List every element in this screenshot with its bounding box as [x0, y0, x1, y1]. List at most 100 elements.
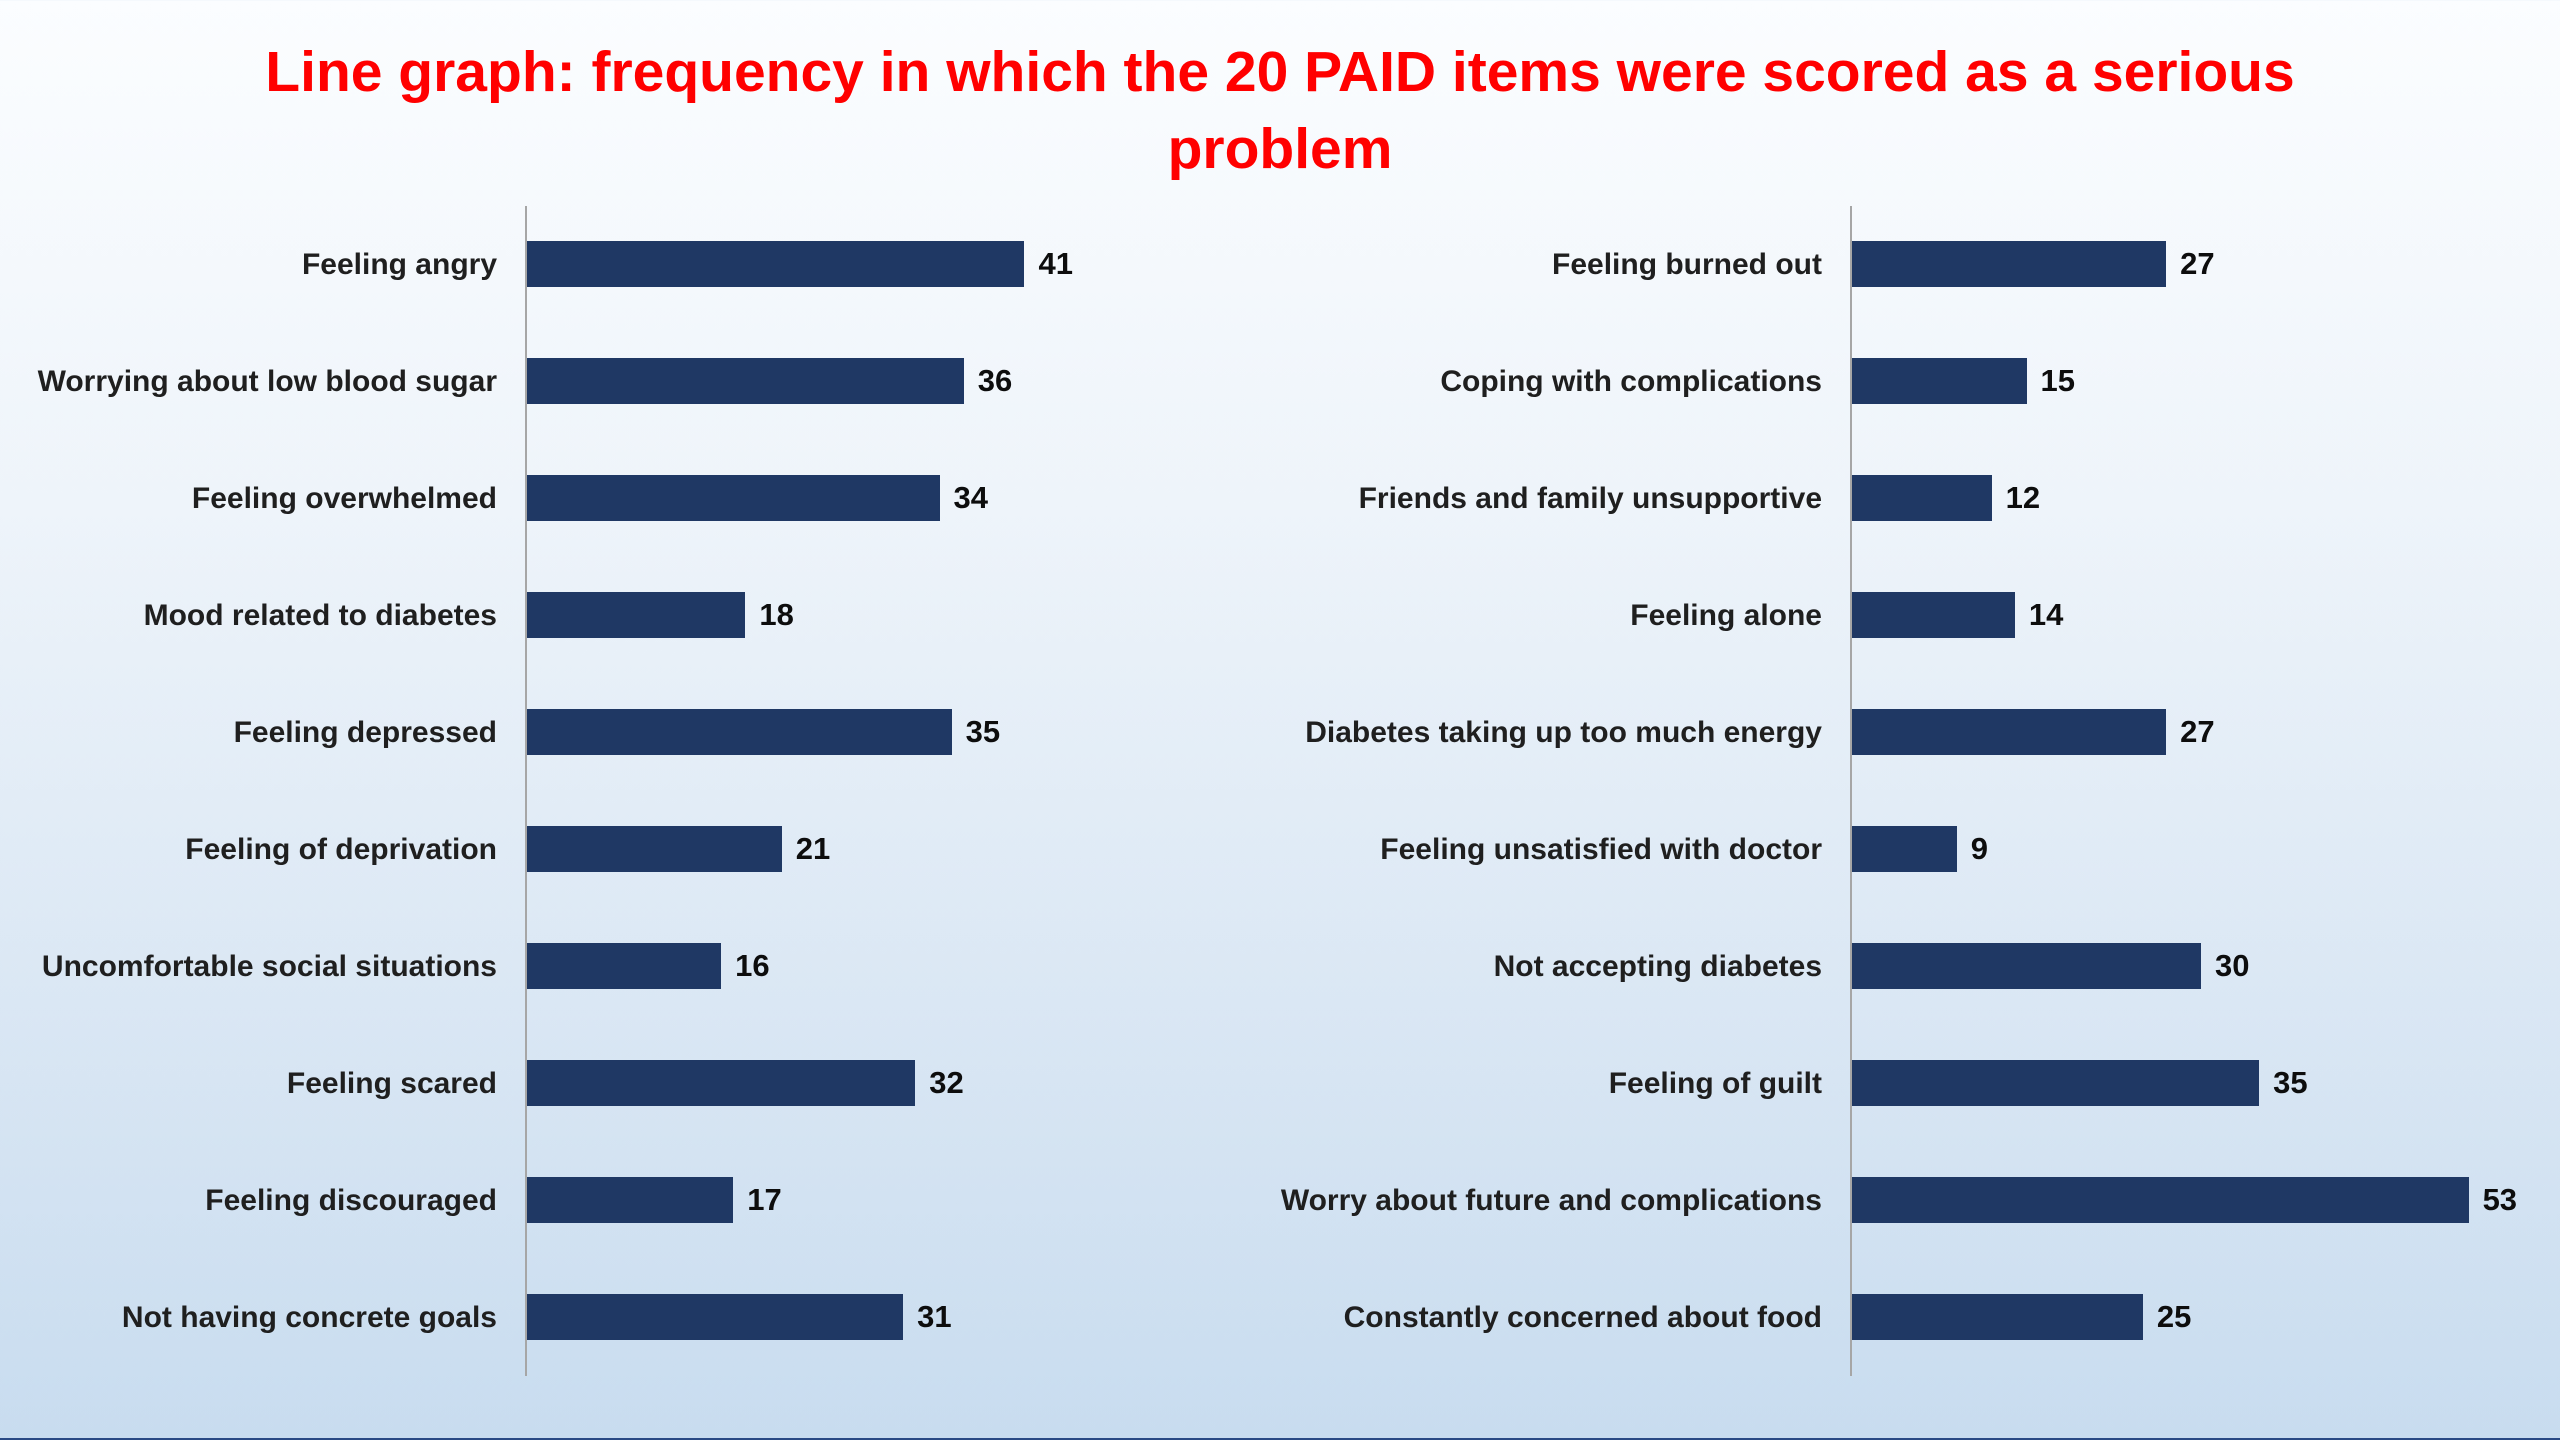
bar-track: 17 — [525, 1141, 1255, 1259]
category-label: Uncomfortable social situations — [41, 949, 497, 983]
chart-row: Feeling burned out 27 — [1270, 205, 2550, 323]
bar-track: 27 — [1850, 205, 2550, 323]
bar-track: 16 — [525, 907, 1255, 1025]
bar — [527, 475, 940, 522]
value-label: 16 — [735, 948, 770, 984]
category-label: Feeling unsatisfied with doctor — [1380, 832, 1822, 866]
chart-row: Feeling of guilt 35 — [1270, 1024, 2550, 1142]
chart-row: Not having concrete goals 31 — [20, 1258, 1255, 1376]
right-bar-chart: Feeling burned out 27 Coping with complica… — [1270, 205, 2550, 1376]
chart-row: Worrying about low blood sugar 36 — [20, 322, 1255, 440]
bar-track: 9 — [1850, 790, 2550, 908]
value-label: 31 — [917, 1299, 952, 1335]
chart-row: Friends and family unsupportive 12 — [1270, 439, 2550, 557]
chart-row: Uncomfortable social situations 16 — [20, 907, 1255, 1025]
bar — [527, 1060, 916, 1107]
value-label: 25 — [2156, 1299, 2192, 1335]
value-label: 14 — [2028, 597, 2064, 633]
chart-row: Feeling overwhelmed 34 — [20, 439, 1255, 557]
value-label: 15 — [2040, 363, 2075, 399]
category-label: Mood related to diabetes — [143, 598, 497, 632]
chart-row: Feeling depressed 35 — [20, 673, 1255, 791]
category-label: Feeling of deprivation — [185, 832, 497, 866]
chart-row: Constantly concerned about food 25 — [1270, 1258, 2550, 1376]
bar — [527, 358, 964, 405]
chart-row: Feeling of deprivation 21 — [20, 790, 1255, 908]
bar — [1852, 709, 2167, 756]
value-label: 35 — [965, 714, 1001, 750]
bar-track: 32 — [525, 1024, 1255, 1142]
category-label: Feeling scared — [286, 1066, 497, 1100]
bar-track: 14 — [1850, 556, 2550, 674]
value-label: 41 — [1038, 246, 1073, 282]
chart-row: Diabetes taking up too much energy 27 — [1270, 673, 2550, 791]
value-label: 27 — [2180, 714, 2215, 750]
bar-track: 21 — [525, 790, 1255, 908]
chart-row: Mood related to diabetes 18 — [20, 556, 1255, 674]
value-label: 34 — [953, 480, 989, 516]
value-label: 53 — [2482, 1182, 2518, 1218]
bar — [527, 943, 722, 990]
category-label: Diabetes taking up too much energy — [1305, 715, 1822, 749]
value-label: 12 — [2005, 480, 2041, 516]
footer-strip — [0, 1438, 2560, 1440]
chart-row: Feeling alone 14 — [1270, 556, 2550, 674]
charts-container: Feeling angry 41 Worrying about low blood … — [0, 205, 2560, 1376]
bar — [1852, 943, 2201, 990]
chart-row: Feeling angry 41 — [20, 205, 1255, 323]
bar — [1852, 358, 2027, 405]
bar — [1852, 1294, 2143, 1341]
category-label: Feeling angry — [301, 247, 497, 281]
value-label: 17 — [747, 1182, 782, 1218]
bar-track: 41 — [525, 205, 1255, 323]
category-label: Not having concrete goals — [121, 1300, 497, 1334]
category-label: Friends and family unsupportive — [1358, 481, 1822, 515]
bar — [527, 592, 746, 639]
chart-row: Coping with complications 15 — [1270, 322, 2550, 440]
bar — [1852, 592, 2015, 639]
bar-track: 30 — [1850, 907, 2550, 1025]
bar-track: 27 — [1850, 673, 2550, 791]
category-label: Feeling overwhelmed — [191, 481, 497, 515]
category-label: Feeling burned out — [1552, 247, 1822, 281]
category-label: Not accepting diabetes — [1493, 949, 1822, 983]
bar-track: 36 — [525, 322, 1255, 440]
bar-track: 12 — [1850, 439, 2550, 557]
bar-track: 53 — [1850, 1141, 2550, 1259]
bar-track: 35 — [1850, 1024, 2550, 1142]
value-label: 36 — [977, 363, 1013, 399]
bar — [527, 241, 1025, 288]
left-bar-chart: Feeling angry 41 Worrying about low blood … — [20, 205, 1255, 1376]
bar-track: 18 — [525, 556, 1255, 674]
chart-row: Feeling discouraged 17 — [20, 1141, 1255, 1259]
value-label: 27 — [2180, 246, 2215, 282]
chart-row: Worry about future and complications 53 — [1270, 1141, 2550, 1259]
bar — [1852, 1060, 2260, 1107]
chart-row: Not accepting diabetes 30 — [1270, 907, 2550, 1025]
bar-track: 35 — [525, 673, 1255, 791]
bar-track: 15 — [1850, 322, 2550, 440]
bar — [1852, 1177, 2469, 1224]
bar — [1852, 826, 1957, 873]
chart-row: Feeling unsatisfied with doctor 9 — [1270, 790, 2550, 908]
value-label: 35 — [2273, 1065, 2308, 1101]
bar-track: 25 — [1850, 1258, 2550, 1376]
value-label: 30 — [2215, 948, 2250, 984]
category-label: Constantly concerned about food — [1343, 1300, 1822, 1334]
chart-row: Feeling scared 32 — [20, 1024, 1255, 1142]
bar — [527, 826, 782, 873]
bar — [527, 1177, 734, 1224]
bar — [1852, 241, 2167, 288]
bar — [527, 1294, 904, 1341]
category-label: Feeling alone — [1630, 598, 1822, 632]
value-label: 18 — [759, 597, 794, 633]
bar — [1852, 475, 1992, 522]
value-label: 9 — [1970, 831, 1988, 867]
category-label: Feeling depressed — [233, 715, 497, 749]
category-label: Feeling discouraged — [205, 1183, 497, 1217]
bar — [527, 709, 952, 756]
value-label: 32 — [929, 1065, 964, 1101]
category-label: Worrying about low blood sugar — [37, 364, 497, 398]
bar-track: 31 — [525, 1258, 1255, 1376]
value-label: 21 — [795, 831, 831, 867]
